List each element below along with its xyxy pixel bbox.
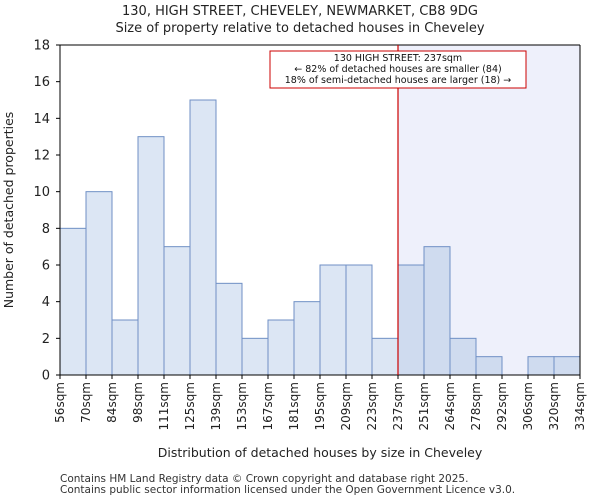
histogram-bar: [319, 264, 347, 376]
histogram-bar: [189, 99, 217, 376]
annotation-box: 130 HIGH STREET: 237sqm ← 82% of detache…: [269, 50, 527, 89]
x-tick-label: 264sqm: [443, 382, 457, 430]
x-tick-label: 320sqm: [547, 382, 561, 430]
y-tick-label: 14: [33, 112, 50, 127]
x-tick-label: 153sqm: [235, 382, 249, 430]
histogram-bar: [241, 337, 269, 376]
annotation-line-1: 130 HIGH STREET: 237sqm: [334, 53, 462, 64]
x-tick-label: 167sqm: [261, 382, 275, 430]
x-axis-label: Distribution of detached houses by size …: [158, 445, 483, 460]
histogram-bar: [475, 356, 503, 376]
x-tick-label: 84sqm: [105, 382, 119, 423]
histogram-bar: [553, 356, 581, 376]
x-tick-label: 278sqm: [469, 382, 483, 430]
annotation-line-2: ← 82% of detached houses are smaller (84…: [294, 64, 501, 75]
footer-line-2: Contains public sector information licen…: [60, 484, 516, 496]
annotation-box-border: [269, 50, 527, 89]
histogram-bar: [449, 337, 477, 376]
x-tick-label: 56sqm: [53, 382, 67, 423]
histogram-bar: [267, 319, 295, 376]
y-tick-label: 8: [42, 222, 50, 237]
y-tick-label: 6: [42, 259, 50, 274]
x-tick-label: 139sqm: [209, 382, 223, 430]
y-tick-label: 12: [33, 149, 50, 164]
histogram-bar: [215, 282, 243, 376]
annotation-line-3: 18% of semi-detached houses are larger (…: [285, 75, 512, 86]
x-tick-label: 334sqm: [573, 382, 587, 430]
x-tick-label: 292sqm: [495, 382, 509, 430]
y-tick-label: 0: [42, 369, 50, 384]
histogram-bar: [397, 264, 425, 376]
histogram-bar: [163, 246, 191, 376]
x-tick-label: 111sqm: [157, 382, 171, 430]
histogram-bar: [137, 136, 165, 376]
y-tick-label: 16: [33, 75, 50, 90]
chart-subtitle: Size of property relative to detached ho…: [115, 21, 485, 36]
x-tick-label: 306sqm: [521, 382, 535, 430]
y-tick-label: 18: [33, 39, 50, 54]
x-tick-label: 251sqm: [417, 382, 431, 430]
histogram-bar: [345, 264, 373, 376]
y-tick-label: 4: [42, 295, 50, 310]
x-tick-label: 223sqm: [365, 382, 379, 430]
histogram-bar: [293, 301, 321, 376]
histogram-bar: [371, 337, 399, 376]
footer-line-1: Contains HM Land Registry data © Crown c…: [60, 473, 469, 485]
x-tick-label: 70sqm: [79, 382, 93, 423]
x-tick-label: 209sqm: [339, 382, 353, 430]
histogram-bar: [527, 356, 555, 376]
y-tick-label: 2: [42, 332, 50, 347]
chart-title: 130, HIGH STREET, CHEVELEY, NEWMARKET, C…: [122, 4, 478, 19]
x-tick-label: 98sqm: [131, 382, 145, 423]
y-axis-label: Number of detached properties: [1, 112, 16, 309]
y-tick-label: 10: [33, 185, 50, 200]
x-tick-label: 125sqm: [183, 382, 197, 430]
x-tick-label: 237sqm: [391, 382, 405, 430]
x-tick-label: 181sqm: [287, 382, 301, 430]
histogram-bar: [111, 319, 139, 376]
histogram-bar: [85, 191, 113, 376]
x-tick-label: 195sqm: [313, 382, 327, 430]
histogram-bar: [423, 246, 451, 376]
histogram-bar: [59, 227, 87, 376]
